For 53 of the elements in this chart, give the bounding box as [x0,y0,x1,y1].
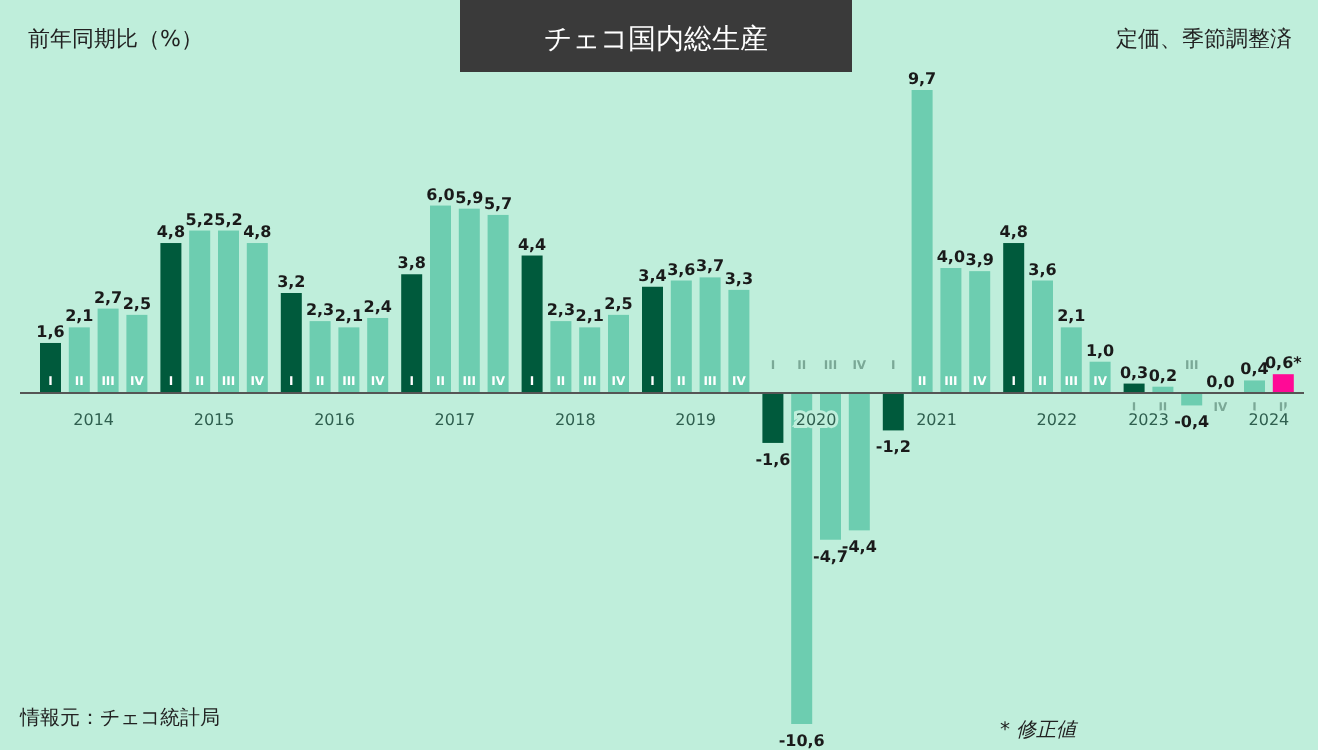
data-label: -10,6 [778,732,826,750]
data-label: 4,4 [517,235,548,254]
data-label: 1,6 [36,322,66,341]
data-label: -1,2 [875,438,911,457]
data-label: 2,1 [65,307,95,326]
annotation: 2017 [434,410,476,429]
data-label: 4,8 [999,223,1029,242]
data-label: 2,5 [604,294,634,313]
data-label: 5,7 [483,194,513,213]
data-label: 2,1 [334,307,364,326]
data-label: -1,6 [755,450,792,469]
chart-title: チェコ国内総生産 [544,24,768,56]
annotation: 2024 [1248,410,1290,429]
data-label: 2,7 [93,288,123,307]
data-label: 2,1 [1057,307,1087,326]
annotation: 2022 [1036,410,1078,429]
y-axis-title: 前年同期比（%） [28,26,203,52]
annotation: 2015 [193,410,235,429]
data-label: 4,8 [243,223,273,242]
data-label: 9,7 [907,70,937,88]
data-label: 1,0 [1085,341,1116,360]
data-label: 2,1 [575,307,605,326]
chart-subtitle: 定価、季節調整済 [1116,26,1292,52]
data-label: 3,6 [667,260,697,279]
annotation: * 修正値 [1000,718,1081,742]
data-label: 4,0 [936,248,966,267]
annotation: 2018 [554,410,596,429]
data-label: 2,3 [305,301,335,320]
data-label: 2,4 [363,297,393,316]
data-label: 3,6 [1028,260,1058,279]
annotation: 2016 [314,410,355,429]
annotation: 2021 [916,410,957,429]
data-label: 5,2 [214,210,243,229]
data-label: 3,2 [277,273,306,291]
data-label: 0,0 [1206,372,1236,391]
data-label: 3,9 [965,251,995,270]
annotation: 2023 [1128,410,1169,429]
annotation: 2019 [675,410,717,429]
data-label: 0,2 [1148,366,1178,385]
data-label: 0,3 [1119,363,1149,382]
annotation: 2014 [73,410,115,429]
data-label: 5,2 [185,210,214,229]
data-label: 3,4 [638,266,668,285]
data-label: 3,7 [695,257,725,276]
annotation: 情報元：チェコ統計局 [18,706,220,730]
data-label: -0,4 [1174,413,1211,432]
data-label: 4,8 [156,223,186,242]
data-label: 5,9 [455,188,485,207]
data-label: 2,5 [122,294,152,313]
data-label: 3,8 [397,254,427,273]
data-label: 3,3 [724,269,754,288]
data-label: 6,0 [426,185,456,204]
data-label: 2,3 [546,301,576,320]
